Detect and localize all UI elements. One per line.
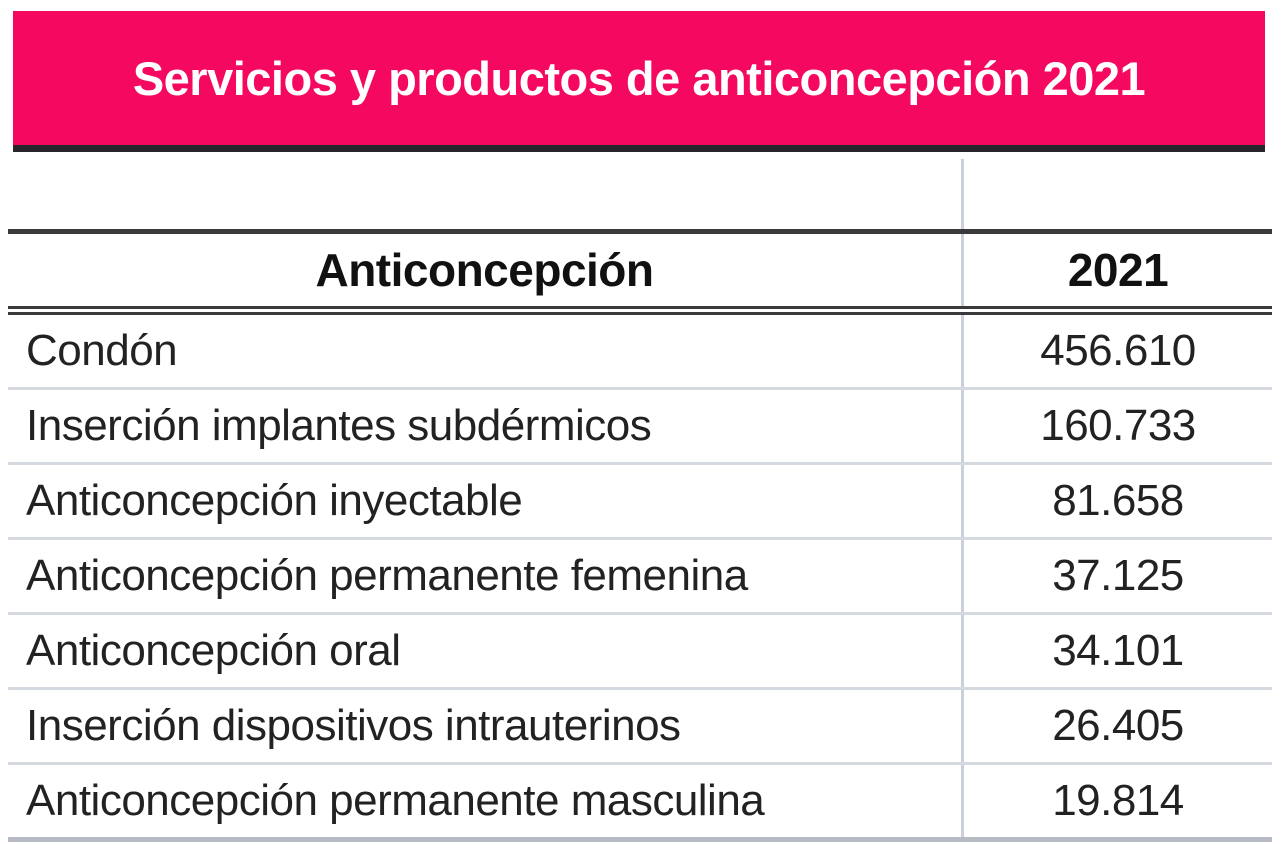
table-top-rule — [8, 229, 1272, 234]
table-row: Anticoncepción inyectable 81.658 — [8, 465, 1272, 540]
row-value: 19.814 — [1052, 776, 1184, 825]
table-row: Anticoncepción permanente masculina 19.8… — [8, 765, 1272, 837]
row-value: 81.658 — [1052, 476, 1184, 525]
row-label: Anticoncepción inyectable — [26, 476, 523, 525]
table-bottom-rule — [8, 837, 1272, 842]
table-body: Condón 456.610 Inserción implantes subdé… — [8, 315, 1272, 837]
row-label: Anticoncepción permanente masculina — [26, 776, 765, 825]
table-header-row: Anticoncepción 2021 — [8, 234, 1272, 306]
row-label: Inserción dispositivos intrauterinos — [26, 701, 681, 750]
row-label: Anticoncepción oral — [26, 626, 401, 675]
table-row: Anticoncepción oral 34.101 — [8, 615, 1272, 690]
header-double-rule — [8, 306, 1272, 315]
row-label: Condón — [26, 326, 178, 375]
table-row: Inserción dispositivos intrauterinos 26.… — [8, 690, 1272, 765]
row-value: 34.101 — [1052, 626, 1184, 675]
spacer-cell-value — [964, 159, 1272, 229]
page-title: Servicios y productos de anticoncepción … — [132, 51, 1146, 105]
banner: Servicios y productos de anticoncepción … — [13, 11, 1265, 152]
row-value: 456.610 — [1040, 326, 1196, 375]
column-header-2021: 2021 — [1067, 244, 1169, 296]
row-label: Inserción implantes subdérmicos — [26, 401, 652, 450]
spacer-cell-label — [8, 159, 964, 229]
table-row: Condón 456.610 — [8, 315, 1272, 390]
row-label: Anticoncepción permanente femenina — [26, 551, 748, 600]
column-header-anticoncepcion: Anticoncepción — [315, 244, 654, 296]
row-value: 26.405 — [1052, 701, 1184, 750]
row-value: 160.733 — [1040, 401, 1196, 450]
contraception-table: Anticoncepción 2021 Condón 456.610 Inser… — [8, 159, 1272, 842]
table-row: Anticoncepción permanente femenina 37.12… — [8, 540, 1272, 615]
spacer-row — [8, 159, 1272, 229]
table-row: Inserción implantes subdérmicos 160.733 — [8, 390, 1272, 465]
row-value: 37.125 — [1052, 551, 1184, 600]
